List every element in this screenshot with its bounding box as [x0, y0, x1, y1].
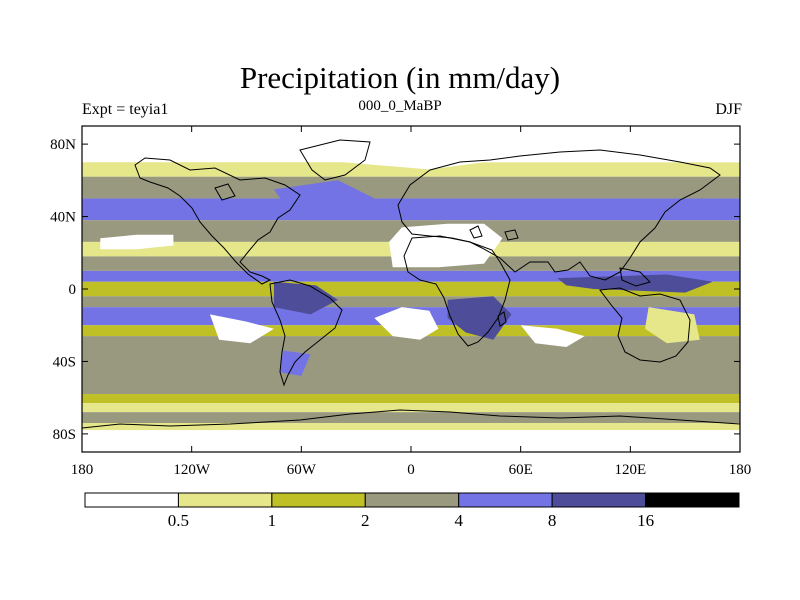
y-tick-label: 80S [53, 427, 76, 443]
colorbar-swatch-3 [364, 492, 460, 508]
zonal-band-9 [82, 296, 740, 308]
contour-region-1 [100, 234, 174, 250]
zonal-band-1 [82, 162, 740, 177]
y-axis: 80N 40N 0 40S 80S [50, 137, 740, 443]
x-tick-label: 120W [173, 462, 211, 478]
zonal-band-14 [82, 403, 740, 413]
contour-region-9 [557, 274, 713, 293]
colorbar-label: 0.5 [168, 511, 189, 530]
zonal-band-16 [82, 423, 740, 431]
colorbar-swatch-4 [458, 492, 553, 508]
contour-region-0 [389, 223, 503, 268]
subtitle-period: 000_0_MaBP [358, 98, 442, 114]
contour-region-5 [82, 126, 740, 170]
zonal-band-3 [82, 198, 740, 221]
x-tick-label: 60W [287, 462, 317, 478]
y-tick-label: 40S [53, 354, 76, 370]
y-tick-label: 80N [50, 137, 76, 153]
contour-fills [82, 126, 740, 452]
chart-title: Precipitation (in mm/day) [239, 60, 561, 95]
colorbar-swatch-6 [645, 492, 740, 508]
zonal-band-15 [82, 412, 740, 424]
x-tick-label: 0 [407, 462, 415, 478]
x-tick-label: 120E [614, 462, 646, 478]
zonal-band-12 [82, 336, 740, 395]
contour-region-4 [520, 325, 585, 347]
contour-region-12 [273, 180, 375, 208]
x-tick-label: 180 [71, 462, 94, 478]
y-tick-label: 0 [69, 282, 77, 298]
x-tick-label: 180 [729, 462, 752, 478]
contour-region-6 [82, 430, 740, 452]
contour-region-11 [645, 307, 700, 344]
x-axis: 180 120W 60W 0 60E 120E 180 [71, 126, 752, 478]
contour-region-3 [209, 314, 274, 344]
colorbar-swatch-0 [84, 492, 179, 508]
x-tick-label: 60E [509, 462, 533, 478]
y-tick-label: 40N [50, 210, 76, 226]
subtitle-experiment: Expt = teyia1 [82, 101, 169, 118]
colorbar-label: 4 [454, 511, 463, 530]
contour-region-8 [273, 281, 338, 315]
zonal-band-2 [82, 176, 740, 199]
coastlines [82, 139, 740, 429]
contour-region-10 [279, 350, 311, 376]
colorbar: 0.5 1 2 4 8 16 [84, 492, 740, 530]
colorbar-label: 2 [361, 511, 370, 530]
subtitle-season: DJF [715, 101, 742, 118]
colorbar-label: 8 [548, 511, 557, 530]
zonal-band-13 [82, 394, 740, 404]
colorbar-swatch-5 [551, 492, 647, 508]
colorbar-swatch-2 [271, 492, 366, 508]
zonal-band-7 [82, 270, 740, 282]
contour-region-2 [374, 307, 439, 340]
colorbar-label: 16 [637, 511, 654, 530]
colorbar-label: 1 [268, 511, 277, 530]
colorbar-swatch-1 [177, 492, 273, 508]
contour-region-7 [447, 296, 512, 340]
